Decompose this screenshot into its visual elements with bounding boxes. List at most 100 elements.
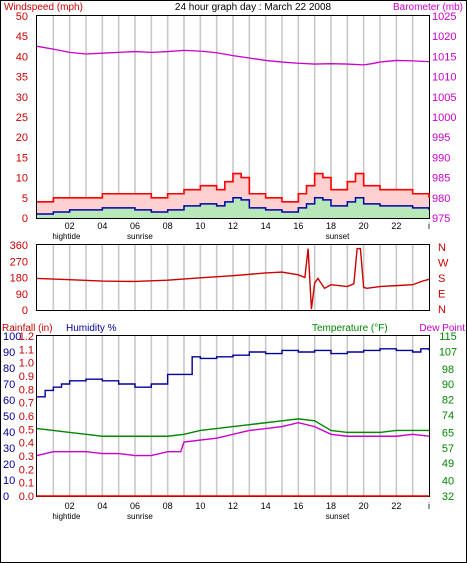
x-tick-label: 14: [261, 501, 271, 511]
rainfall-tick-label: 0.5: [19, 424, 34, 436]
x-tick-label: 20: [359, 221, 369, 231]
barometer-tick-label: 1005: [432, 92, 456, 104]
x-tick-label: 14: [261, 221, 271, 231]
x-tick-label: 12: [228, 221, 238, 231]
temperature-tick-label: 98: [442, 364, 454, 376]
rainfall-tick-label: 0.4: [19, 438, 34, 450]
barometer-tick-label: 985: [432, 173, 450, 185]
barometer-tick-label: 990: [432, 152, 450, 164]
rainfall-tick-label: 0.3: [19, 451, 34, 463]
humidity-tick-label: 50: [3, 411, 15, 423]
wind-direction-line: [36, 247, 430, 310]
dewpoint-line: [36, 422, 430, 457]
x-event-label: sunset: [326, 512, 350, 521]
rainfall-tick-label: 0.8: [19, 384, 34, 396]
wind-direction-plot: [36, 247, 430, 310]
windspeed-tick-label: 45: [16, 31, 28, 43]
dewpoint-axis-label: Dew Point: [419, 323, 465, 334]
temperature-tick-label: 65: [442, 427, 454, 439]
wind-barometer-gridlines: [52, 16, 414, 218]
x-tick-label: 22: [391, 501, 401, 511]
rainfall-axis-label: Rainfall (in): [2, 323, 53, 334]
x-tick-label: 20: [359, 501, 369, 511]
humidity-tick-label: 70: [3, 379, 15, 391]
humidity-tick-label: 90: [3, 347, 15, 359]
wind-barometer-axes: 0510152025303540455097598098599099510001…: [16, 11, 457, 241]
barometer-tick-label: 975: [432, 213, 450, 225]
gust-line: [37, 172, 430, 203]
barometer-tick-label: 995: [432, 132, 450, 144]
barometer-tick-label: 1000: [432, 112, 456, 124]
x-tick-label: 18: [326, 501, 336, 511]
windspeed-tick-label: 5: [22, 193, 28, 205]
direction-tick-label: 0: [22, 305, 28, 317]
rainfall-tick-label: 1.2: [19, 331, 34, 343]
x-tick-label: 02: [65, 501, 75, 511]
windspeed-tick-label: 25: [16, 112, 28, 124]
direction-tick-label: 90: [16, 289, 28, 301]
windspeed-axis-label: Windspeed (mph): [4, 2, 83, 13]
humidity-tick-label: 100: [3, 331, 21, 343]
rainfall-tick-label: 0.9: [19, 371, 34, 383]
windspeed-tick-label: 0: [22, 213, 28, 225]
x-tick-label: 18: [326, 221, 336, 231]
compass-label: E: [438, 289, 445, 301]
temperature-tick-label: 82: [442, 395, 454, 407]
temperature-tick-label: 57: [442, 443, 454, 455]
rainfall-tick-label: 0.6: [19, 411, 34, 423]
direction-tick-label: 180: [10, 273, 28, 285]
temperature-axis-label: Temperature (°F): [312, 323, 388, 334]
humidity-tick-label: 30: [3, 443, 15, 455]
x-tick-label: 16: [293, 501, 303, 511]
x-tick-label: 04: [97, 501, 107, 511]
graph-title: 24 hour graph day : March 22 2008: [175, 2, 332, 13]
x-tick-label: 04: [97, 221, 107, 231]
barometer-tick-label: 980: [432, 193, 450, 205]
rainfall-tick-label: 1.0: [19, 358, 34, 370]
rainfall-tick-label: 1.1: [19, 344, 34, 356]
x-event-label: sunrise: [127, 512, 153, 521]
rainfall-tick-label: 0.0: [19, 491, 34, 503]
humidity-tick-label: 10: [3, 475, 15, 487]
rainfall-tick-label: 0.7: [19, 398, 34, 410]
barometer-tick-label: 1020: [432, 31, 456, 43]
compass-label: N: [438, 304, 446, 316]
temperature-tick-label: 32: [442, 491, 454, 503]
windspeed-tick-label: 40: [16, 51, 28, 63]
windspeed-tick-label: 20: [16, 132, 28, 144]
humidity-tick-label: 80: [3, 363, 15, 375]
temperature-humidity-gridlines: [52, 336, 414, 496]
humidity-axis-label: Humidity %: [66, 323, 117, 334]
humidity-line: [37, 348, 430, 398]
x-tick-label: 08: [163, 221, 173, 231]
humidity-tick-label: 40: [3, 427, 15, 439]
windspeed-tick-label: 10: [16, 173, 28, 185]
temperature-tick-label: 115: [439, 331, 457, 343]
windspeed-line: [37, 197, 430, 215]
direction-tick-label: 360: [10, 240, 28, 252]
windspeed-tick-label: 50: [16, 11, 28, 23]
temperature-tick-label: 74: [442, 410, 454, 422]
x-tick-label: 02: [65, 221, 75, 231]
x-event-label: hightide: [52, 512, 81, 521]
compass-label: S: [438, 273, 445, 285]
windspeed-tick-label: 15: [16, 152, 28, 164]
temperature-humidity-plot: [36, 348, 430, 497]
direction-tick-label: 270: [10, 256, 28, 268]
x-tick-label: 10: [195, 221, 205, 231]
compass-label: N: [438, 242, 446, 254]
temperature-humidity-axes: 0 10 20 30 40 50 60 70 80 90 100 0.00.1 0.20.30.4 0.5…: [3, 331, 457, 521]
barometer-tick-label: 1015: [432, 51, 456, 63]
barometer-tick-label: 1010: [432, 72, 456, 84]
barometer-line: [36, 45, 430, 66]
wind-barometer-plot: [36, 45, 430, 218]
x-tick-label: 10: [195, 501, 205, 511]
humidity-tick-label: 20: [3, 459, 15, 471]
rainfall-tick-label: 0.1: [19, 478, 34, 490]
compass-label: W: [438, 258, 449, 270]
temperature-tick-label: 90: [442, 379, 454, 391]
humidity-tick-label: 60: [3, 395, 15, 407]
temperature-line: [36, 418, 429, 437]
